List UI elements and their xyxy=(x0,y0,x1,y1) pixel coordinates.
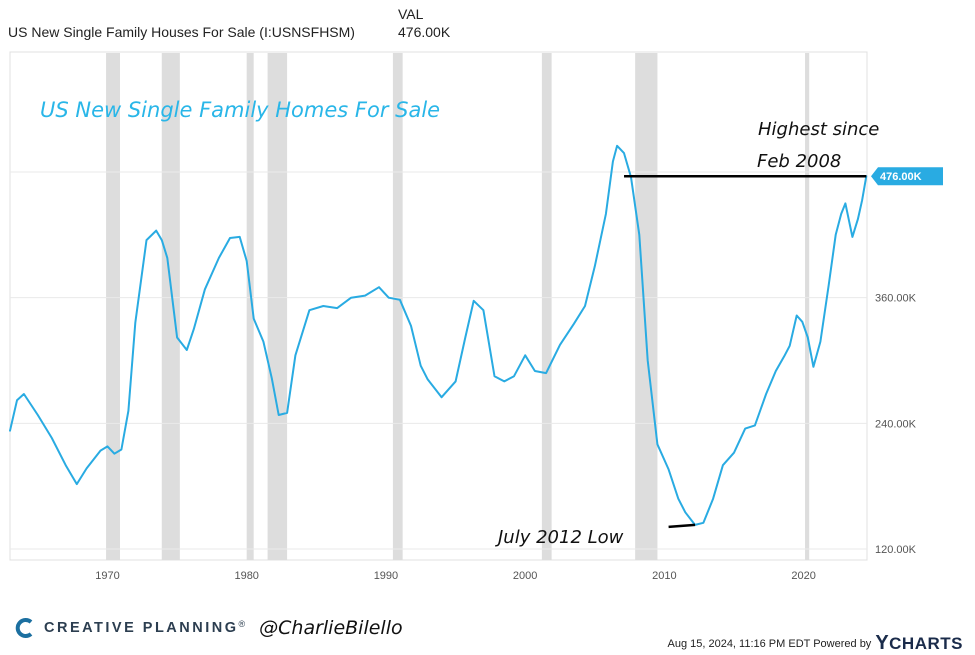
ycharts-logo-y: Y xyxy=(875,632,890,654)
brand-trademark: ® xyxy=(238,619,246,629)
recession-band xyxy=(267,53,288,560)
recession-band xyxy=(635,53,658,560)
x-tick-label: 1980 xyxy=(234,570,258,582)
annotation-highest-since: Highest since xyxy=(758,119,879,140)
x-axis-ticks: 1970 1980 1990 2000 2010 2020 xyxy=(95,570,816,582)
series-line xyxy=(9,144,868,526)
recession-bands xyxy=(106,53,810,560)
plot-area xyxy=(9,51,868,561)
y-tick-label: 360.00K xyxy=(875,293,917,305)
ycharts-logo-text: CHARTS xyxy=(889,634,963,653)
x-tick-label: 1990 xyxy=(374,570,398,582)
last-value-label-bg xyxy=(871,167,943,186)
annotation-july-2012-low: July 2012 Low xyxy=(495,527,624,548)
y-tick-label: 240.00K xyxy=(875,418,917,430)
footer-timestamp-area: Aug 15, 2024, 11:16 PM EDT Powered by YC… xyxy=(667,632,963,655)
recession-band xyxy=(161,53,180,560)
twitter-handle[interactable]: @CharlieBilello xyxy=(259,617,403,639)
recession-band xyxy=(246,53,254,560)
recession-band xyxy=(541,53,552,560)
last-value-label: 476.00K xyxy=(880,171,922,183)
x-tick-label: 2010 xyxy=(652,570,676,582)
x-tick-label: 2020 xyxy=(791,570,815,582)
recession-band xyxy=(392,53,403,560)
series-line-group xyxy=(9,144,868,526)
x-tick-label: 1970 xyxy=(95,570,119,582)
brand-name: CREATIVE PLANNING xyxy=(44,620,239,636)
creative-planning-logo-icon xyxy=(15,618,33,638)
series-current-value: 476.00K xyxy=(398,24,451,40)
recession-band xyxy=(805,53,810,560)
chart-title: US New Single Family Homes For Sale xyxy=(40,98,440,122)
creative-planning-brand: CREATIVE PLANNING ® @CharlieBilello xyxy=(14,617,403,639)
y-tick-label: 120.00K xyxy=(875,544,917,556)
value-column-header: VAL xyxy=(398,6,424,22)
last-value-label-group: 476.00K xyxy=(871,167,943,186)
annotation-feb-2008: Feb 2008 xyxy=(757,151,841,172)
low-marker-line xyxy=(668,523,696,529)
grid-lines xyxy=(10,171,867,550)
ycharts-logo[interactable]: YCHARTS xyxy=(875,632,963,655)
chart-legend: VAL US New Single Family Houses For Sale… xyxy=(8,4,468,44)
recession-band xyxy=(106,53,120,560)
timestamp-text: Aug 15, 2024, 11:16 PM EDT Powered by xyxy=(667,637,872,650)
x-tick-label: 2000 xyxy=(513,570,537,582)
series-label[interactable]: US New Single Family Houses For Sale (I:… xyxy=(8,24,355,40)
